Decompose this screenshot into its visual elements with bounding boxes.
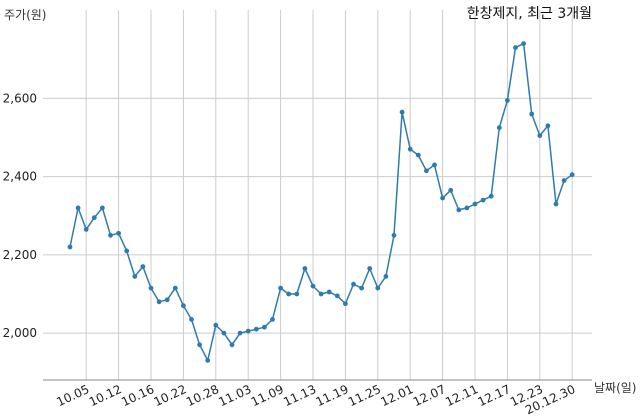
data-point	[375, 285, 381, 291]
data-point	[456, 207, 462, 213]
data-point	[181, 303, 186, 309]
data-point	[245, 328, 251, 334]
data-point	[156, 299, 162, 305]
data-point	[496, 125, 502, 131]
x-tick-label: 10.05	[54, 382, 91, 409]
data-point	[561, 178, 567, 183]
x-tick-label: 10.28	[184, 382, 221, 409]
data-point	[237, 330, 243, 336]
data-point	[432, 162, 437, 168]
x-tick-label: 12.17	[476, 382, 513, 409]
data-point	[529, 111, 535, 117]
data-point	[407, 146, 413, 152]
y-axis-label: 주가(원)	[4, 8, 46, 22]
data-point	[213, 322, 219, 328]
data-point	[262, 324, 267, 330]
data-point	[91, 215, 97, 221]
data-point	[108, 232, 113, 238]
y-tick-label: 2,400	[3, 170, 37, 184]
data-point	[505, 98, 510, 103]
data-point	[124, 248, 130, 254]
data-point	[172, 285, 178, 291]
data-point	[448, 187, 454, 193]
x-tick-label: 10.12	[87, 382, 124, 409]
y-tick-label: 2,000	[3, 326, 37, 340]
data-point	[383, 274, 389, 279]
data-point	[270, 317, 275, 322]
data-point	[140, 264, 146, 269]
x-tick-label: 11.09	[249, 382, 286, 409]
y-tick-label: 2,200	[3, 248, 37, 262]
x-tick-label: 10.16	[119, 382, 156, 409]
series-line	[69, 42, 573, 362]
data-point	[424, 168, 429, 174]
data-point	[75, 205, 81, 211]
data-point	[278, 285, 283, 291]
data-point	[318, 291, 324, 297]
data-point	[464, 205, 470, 211]
data-point	[197, 342, 203, 348]
data-point	[343, 301, 348, 307]
data-point	[472, 201, 478, 207]
x-tick-label: 11.03	[216, 382, 253, 409]
x-tick-label: 12.01	[378, 382, 415, 409]
data-point	[229, 342, 235, 348]
data-point	[553, 201, 559, 207]
data-point	[359, 285, 364, 291]
chart-title: 한창제지, 최근 3개월	[467, 6, 592, 22]
x-tick-label: 12.11	[443, 382, 480, 409]
data-point	[513, 45, 518, 50]
data-point	[480, 197, 486, 203]
x-tick-label: 11.19	[314, 382, 351, 409]
data-point	[100, 205, 105, 211]
data-point	[205, 358, 211, 363]
data-point	[440, 195, 445, 201]
data-point	[326, 289, 332, 295]
data-point	[132, 274, 138, 279]
data-point	[545, 123, 551, 129]
data-point	[351, 281, 356, 287]
data-point	[116, 230, 121, 236]
data-point	[148, 285, 154, 291]
x-axis-label: 날짜(일)	[594, 381, 636, 395]
data-point	[488, 193, 494, 199]
data-point	[253, 326, 259, 332]
data-point	[83, 227, 89, 232]
data-point	[334, 293, 340, 299]
data-point	[537, 133, 543, 139]
x-tick-label: 11.25	[346, 382, 383, 409]
data-point	[415, 152, 421, 158]
data-series	[67, 41, 575, 363]
data-point	[521, 41, 526, 46]
data-point	[164, 297, 170, 303]
data-point	[302, 266, 308, 271]
data-point	[399, 109, 405, 115]
data-point	[391, 232, 397, 238]
x-tick-label: 10.22	[152, 382, 189, 409]
data-point	[189, 317, 194, 322]
x-tick-label: 11.13	[281, 382, 318, 409]
grid-lines	[43, 10, 592, 380]
data-point	[221, 330, 227, 336]
y-tick-label: 2,600	[3, 91, 37, 105]
data-point	[294, 291, 300, 297]
data-point	[286, 291, 292, 297]
data-point	[569, 172, 575, 178]
data-point	[367, 266, 373, 271]
data-point	[310, 283, 316, 289]
data-point	[67, 244, 73, 250]
x-tick-label: 12.07	[411, 382, 448, 409]
